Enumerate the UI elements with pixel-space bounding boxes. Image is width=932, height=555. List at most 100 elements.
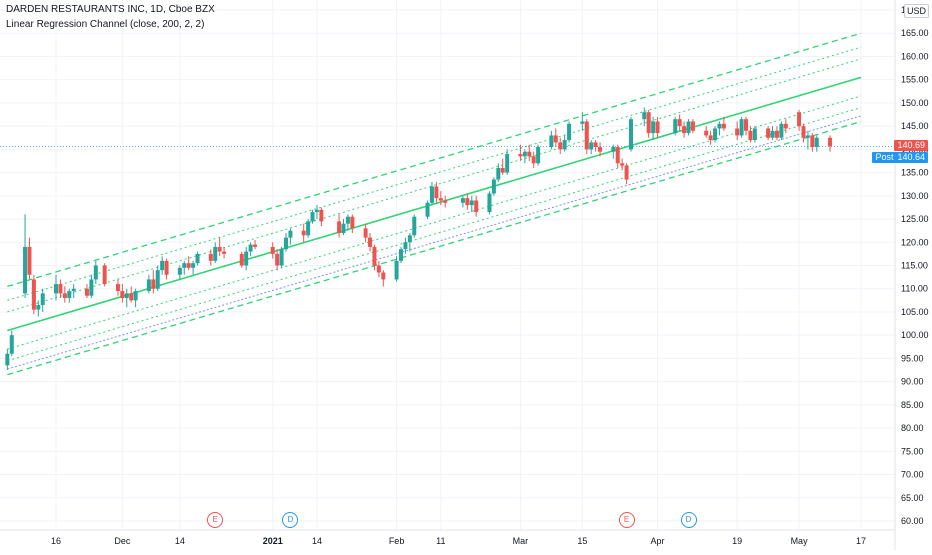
candle-body [429, 186, 434, 203]
x-tick-label: 14 [175, 536, 185, 546]
earnings-marker[interactable]: E [618, 512, 635, 528]
candle-body [151, 279, 156, 289]
regression-lower-mid [7, 107, 862, 362]
regression-lower-inner [7, 95, 862, 350]
candle-body [655, 121, 660, 134]
candle-body [465, 198, 470, 206]
dividend-marker[interactable]: D [282, 512, 299, 528]
candle-body [580, 121, 585, 124]
candle-body [783, 123, 788, 129]
y-tick-label: 155.00 [901, 75, 929, 85]
candle-body [310, 212, 315, 222]
candle-body [677, 119, 682, 127]
candle-body [120, 291, 125, 299]
post-market-label: Post [875, 152, 894, 163]
candle-body [500, 167, 505, 173]
candle-body [381, 272, 386, 280]
candle-body [58, 284, 63, 294]
candle-body [558, 142, 563, 150]
candle-body [589, 142, 594, 150]
candle-body [115, 284, 120, 292]
candle-body [54, 284, 58, 294]
candle-body [372, 246, 377, 266]
x-tick-label: 14 [312, 536, 322, 546]
y-tick-label: 125.00 [901, 214, 929, 224]
currency-button[interactable]: USD [904, 4, 930, 18]
candle-body [434, 186, 439, 199]
y-tick-label: 75.00 [901, 446, 924, 456]
candle-body [713, 128, 718, 141]
candle-body [744, 119, 748, 131]
candle-body [191, 263, 196, 268]
candle-body [704, 130, 709, 136]
candle-body [686, 121, 691, 134]
candle-body [469, 200, 474, 206]
candle-body [363, 228, 368, 238]
candle-body [5, 353, 10, 366]
candle-body [620, 163, 625, 166]
candle-body [160, 260, 165, 271]
candle-body [284, 237, 288, 250]
x-tick-label: 19 [732, 536, 742, 546]
y-tick-label: 90.00 [901, 377, 924, 387]
candle-body [248, 244, 253, 252]
x-tick-label: 16 [51, 536, 61, 546]
indicator-legend[interactable]: Linear Regression Channel (close, 200, 2… [6, 19, 205, 30]
candle-body [814, 137, 819, 148]
earnings-marker[interactable]: E [207, 512, 224, 528]
candle-body [739, 119, 744, 136]
candle-body [682, 126, 687, 134]
candle-body [146, 279, 151, 292]
dividend-marker[interactable]: D [680, 512, 697, 528]
candle-body [93, 265, 98, 280]
regression-base-line [7, 115, 862, 370]
candle-body [124, 293, 129, 299]
candle-body [629, 119, 633, 150]
regression-upper-outer [7, 32, 862, 288]
x-tick-label: Apr [651, 536, 665, 546]
candle-body [403, 242, 408, 250]
chart-title: DARDEN RESTAURANTS INC, 1D, Cboe BZX [6, 4, 215, 15]
regression-upper-inner [7, 58, 862, 313]
candle-body [562, 140, 567, 150]
candle-body [208, 253, 213, 261]
candle-body [102, 265, 107, 285]
y-tick-label: 80.00 [901, 423, 924, 433]
candle-body [549, 135, 554, 148]
y-tick-label: 70.00 [901, 470, 924, 480]
y-tick-label: 160.00 [901, 51, 929, 61]
candle-body [40, 293, 45, 305]
x-tick-label: Mar [513, 536, 529, 546]
candle-body [593, 142, 598, 148]
candle-body [89, 279, 94, 296]
candle-body [244, 251, 249, 266]
candle-body [71, 288, 76, 292]
candle-body [186, 263, 191, 268]
candle-body [598, 147, 603, 152]
y-tick-label: 120.00 [901, 237, 929, 247]
candle-body [301, 230, 306, 236]
candle-body [9, 335, 14, 354]
candle-body [275, 253, 280, 266]
candle-body [23, 246, 28, 294]
candle-body [350, 216, 355, 229]
candle-body [438, 198, 443, 201]
candle-body [797, 112, 802, 127]
candle-body [425, 202, 430, 217]
candle-body [805, 135, 810, 138]
candle-body [690, 121, 695, 131]
candle-body [615, 147, 620, 164]
candle-body [642, 112, 647, 120]
candle-body [319, 209, 324, 222]
candle-body [518, 154, 523, 157]
candle-body [133, 291, 138, 301]
candle-body [779, 123, 784, 138]
candle-body [84, 288, 89, 296]
y-tick-label: 60.00 [901, 516, 924, 526]
candle-body [182, 263, 187, 268]
candle-body [376, 265, 381, 273]
candle-body [399, 249, 403, 261]
y-tick-label: 145.00 [901, 121, 929, 131]
